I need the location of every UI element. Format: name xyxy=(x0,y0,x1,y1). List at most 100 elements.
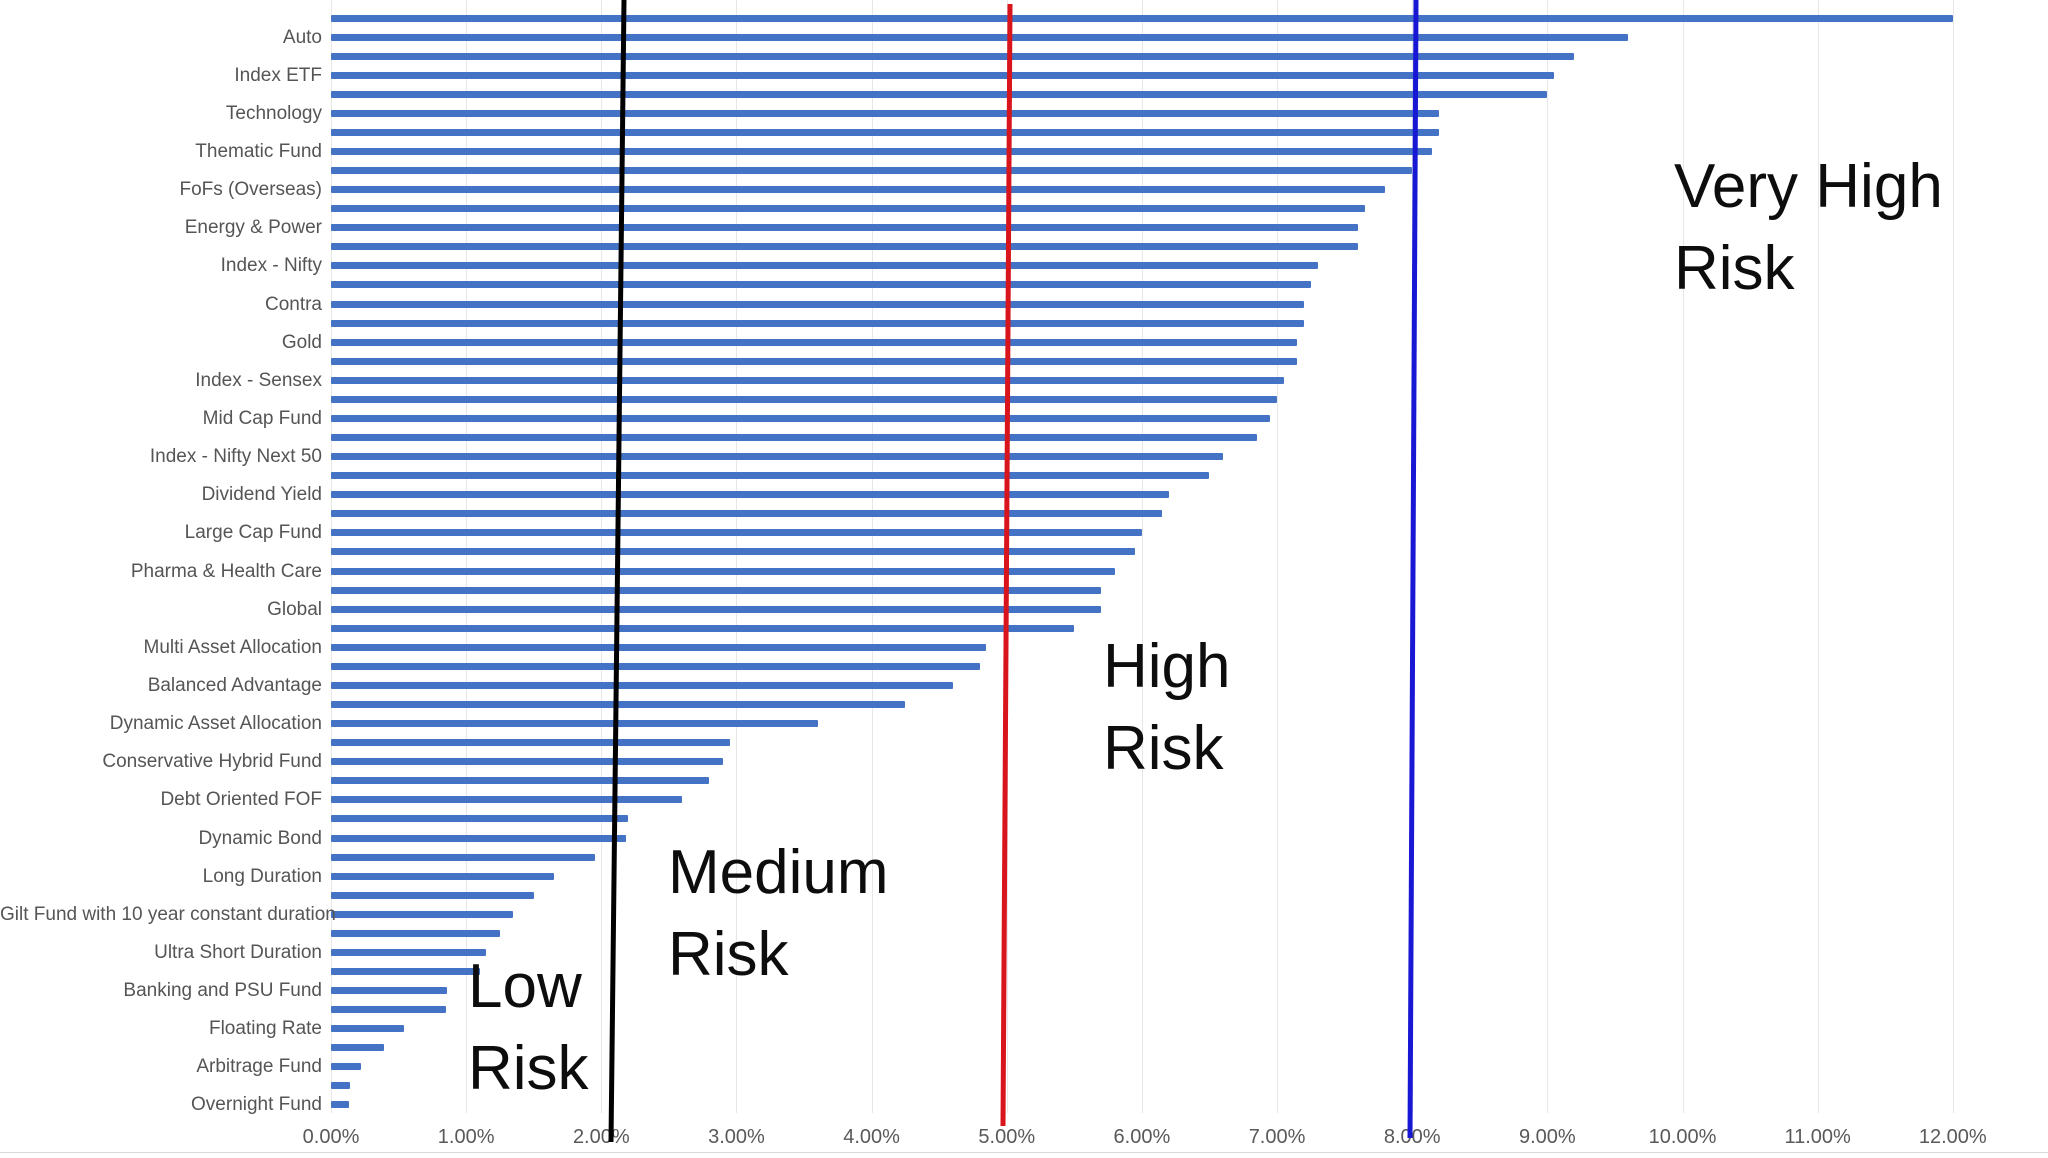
bar-labeled xyxy=(331,109,1440,117)
zone-label-low-risk: Low Risk xyxy=(468,952,589,1103)
bar-labeled xyxy=(331,720,818,728)
category-label: Debt Oriented FOF xyxy=(160,789,322,811)
bar-labeled xyxy=(331,1025,404,1033)
gridline-3.00% xyxy=(736,0,738,1113)
zone-label-high-risk: High Risk xyxy=(1103,632,1231,783)
category-label: Dynamic Asset Allocation xyxy=(109,713,322,735)
bar-labeled xyxy=(331,224,1359,232)
bar-upper xyxy=(331,1006,446,1014)
category-label: Index - Nifty Next 50 xyxy=(149,446,322,468)
bar-upper xyxy=(331,891,534,899)
bar-upper xyxy=(331,14,1953,22)
gridline-0.00% xyxy=(331,0,332,1113)
x-tick-label: 11.00% xyxy=(1784,1126,1851,1148)
bar-upper xyxy=(331,281,1311,289)
bar-upper xyxy=(331,929,500,937)
x-tick-label: 6.00% xyxy=(1113,1126,1171,1148)
bar-labeled xyxy=(331,872,554,880)
bar-labeled xyxy=(331,1063,361,1071)
bar-labeled xyxy=(331,262,1318,270)
gridline-6.00% xyxy=(1141,0,1143,1113)
bar-upper xyxy=(331,128,1440,136)
zone-label-medium-risk: Medium Risk xyxy=(668,838,889,989)
bar-upper xyxy=(331,701,906,709)
bar-labeled xyxy=(331,796,683,804)
category-label: Overnight Fund xyxy=(191,1094,322,1116)
gridline-4.00% xyxy=(871,0,873,1113)
x-tick-label: 4.00% xyxy=(843,1126,900,1148)
category-label: Long Duration xyxy=(202,865,322,887)
category-label: Mid Cap Fund xyxy=(202,407,322,429)
gridline-7.00% xyxy=(1277,0,1279,1113)
category-label: Dynamic Bond xyxy=(198,827,322,849)
bar-labeled xyxy=(331,834,626,842)
x-tick-label: 1.00% xyxy=(437,1126,495,1148)
bar-labeled xyxy=(331,987,448,995)
bar-upper xyxy=(331,510,1163,518)
bar-upper xyxy=(331,1044,384,1052)
bar-upper xyxy=(331,357,1298,365)
gridline-12.00% xyxy=(1952,0,1954,1113)
category-label: Banking and PSU Fund xyxy=(123,980,322,1002)
bar-upper xyxy=(331,395,1278,403)
category-label: Arbitrage Fund xyxy=(196,1056,322,1078)
category-label: Auto xyxy=(282,26,322,48)
category-label: Global xyxy=(267,598,322,620)
category-label: Multi Asset Allocation xyxy=(143,636,322,658)
x-tick-label: 0.00% xyxy=(302,1126,360,1148)
bar-labeled xyxy=(331,948,487,956)
bar-labeled xyxy=(331,605,1102,613)
bar-upper xyxy=(331,472,1210,480)
bar-labeled xyxy=(331,1101,349,1109)
category-label: Balanced Advantage xyxy=(147,674,322,696)
bar-labeled xyxy=(331,681,953,689)
bar-upper xyxy=(331,548,1136,556)
bar-upper xyxy=(331,624,1075,632)
gridline-11.00% xyxy=(1817,0,1819,1113)
category-label: Technology xyxy=(225,102,322,124)
bar-labeled xyxy=(331,147,1433,155)
bar-labeled xyxy=(331,453,1223,461)
category-label: Pharma & Health Care xyxy=(130,560,322,582)
bar-upper xyxy=(331,90,1548,98)
bar-upper xyxy=(331,777,710,785)
bar-labeled xyxy=(331,643,987,651)
category-label: Ultra Short Duration xyxy=(154,941,322,963)
bar-upper xyxy=(331,662,980,670)
bar-labeled xyxy=(331,71,1555,79)
x-tick-label: 12.00% xyxy=(1918,1126,1987,1148)
x-tick-label: 9.00% xyxy=(1518,1126,1576,1148)
bar-labeled xyxy=(331,33,1629,41)
gridline-10.00% xyxy=(1682,0,1684,1113)
category-label: Energy & Power xyxy=(184,217,322,239)
x-tick-label: 8.00% xyxy=(1383,1126,1441,1148)
gridline-9.00% xyxy=(1547,0,1549,1113)
bar-labeled xyxy=(331,300,1305,308)
bar-labeled xyxy=(331,338,1298,346)
category-label: Index - Sensex xyxy=(195,369,322,391)
x-tick-label: 7.00% xyxy=(1248,1126,1306,1148)
category-label: Conservative Hybrid Fund xyxy=(102,751,322,773)
x-tick-label: 3.00% xyxy=(708,1126,765,1148)
zone-label-very-high-risk: Very High Risk xyxy=(1674,152,1943,303)
bar-labeled xyxy=(331,186,1386,194)
bar-upper xyxy=(331,243,1359,251)
bar-upper xyxy=(331,853,595,861)
bar-upper xyxy=(331,1082,350,1090)
x-tick-label: 10.00% xyxy=(1648,1126,1717,1148)
bar-labeled xyxy=(331,414,1271,422)
bar-upper xyxy=(331,815,629,823)
gridline-8.00% xyxy=(1412,0,1414,1113)
category-label: Contra xyxy=(264,293,322,315)
bar-labeled xyxy=(331,910,514,918)
category-label: Index - Nifty xyxy=(220,255,322,277)
category-label: Gilt Fund with 10 year constant duration xyxy=(0,903,336,925)
category-label: FoFs (Overseas) xyxy=(179,179,322,201)
bar-labeled xyxy=(331,376,1284,384)
category-label: Index ETF xyxy=(234,64,322,86)
gridline-1.00% xyxy=(466,0,468,1113)
category-label: Floating Rate xyxy=(208,1018,322,1040)
gridline-2.00% xyxy=(601,0,603,1113)
bar-upper xyxy=(331,434,1257,442)
